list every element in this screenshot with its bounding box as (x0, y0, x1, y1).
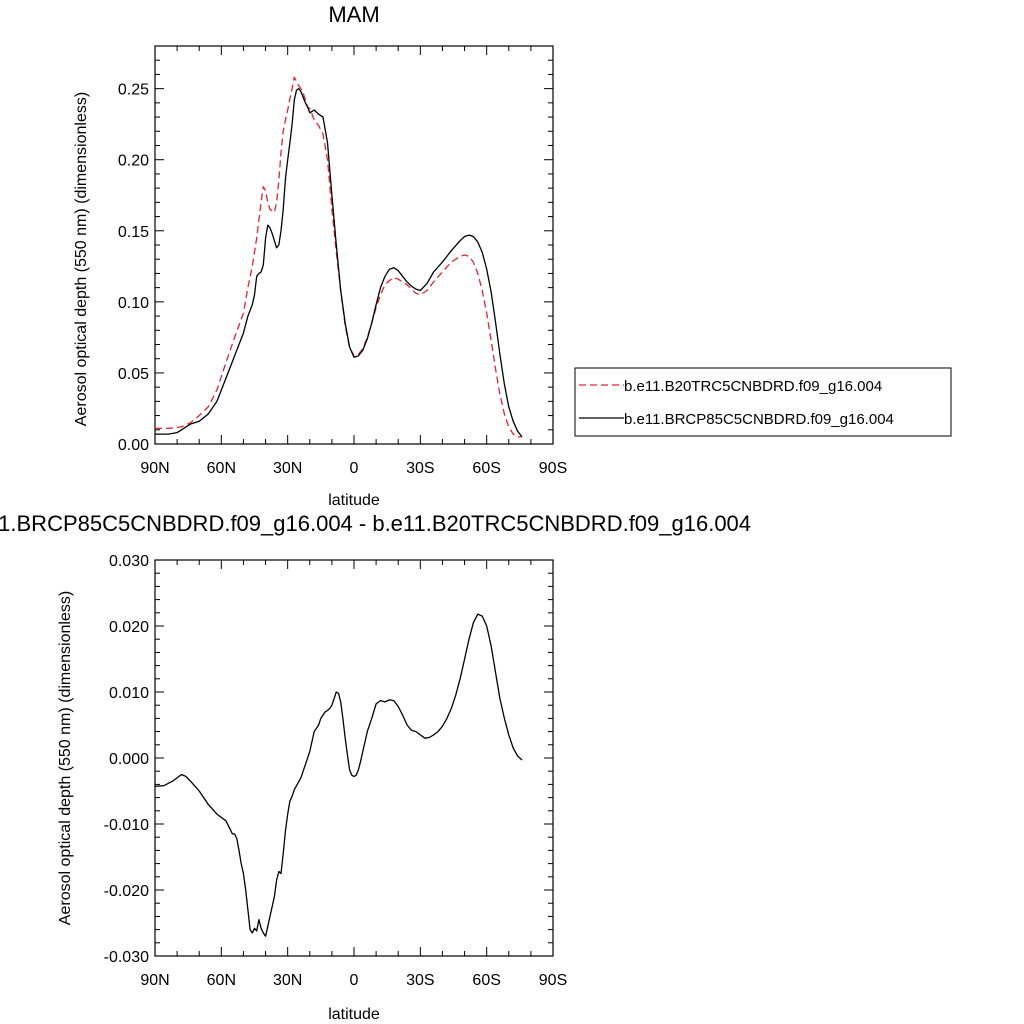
y-tick-label: 0.00 (118, 437, 149, 454)
x-tick-label: 30N (273, 460, 302, 477)
x-tick-label: 60N (207, 972, 236, 989)
y-tick-label: 0.20 (118, 153, 149, 170)
y-tick-label: 0.020 (109, 619, 149, 636)
legend: b.e11.B20TRC5CNBDRD.f09_g16.004 b.e11.BR… (574, 367, 952, 437)
x-tick-label: 0 (350, 460, 359, 477)
bottom-x-axis-label: latitude (328, 1006, 380, 1023)
series-line-0 (154, 613, 523, 937)
bottom-chart-title: b.e11.BRCP85C5CNBDRD.f09_g16.004 - b.e11… (0, 511, 751, 536)
y-tick-label: 0.010 (109, 685, 149, 702)
x-tick-label: 60S (472, 972, 500, 989)
bottom-plot-area: 90N 60N 30N 0 30S 60S 90S -0.030 -0.020 -0.010 0.0… (104, 553, 568, 989)
plot-frame (154, 559, 554, 957)
x-tick-label: 90S (539, 972, 567, 989)
legend-label-series-1: b.e11.BRCP85C5CNBDRD.f09_g16.004 (624, 411, 894, 428)
bottom-panel: b.e11.BRCP85C5CNBDRD.f09_g16.004 - b.e11… (0, 511, 751, 1023)
x-tick-label: 30N (273, 972, 302, 989)
top-plot-area: 90N 60N 30N 0 30S 60S 90S 0.00 0.05 0.10 0.15 0.20 0… (118, 45, 567, 477)
y-tick-label: 0.10 (118, 295, 149, 312)
x-tick-label: 30S (406, 972, 434, 989)
y-tick-label: 0.05 (118, 366, 149, 383)
series-line-1 (155, 87, 523, 438)
legend-label-series-0: b.e11.B20TRC5CNBDRD.f09_g16.004 (624, 378, 882, 395)
top-chart-title: MAM (328, 2, 379, 27)
y-tick-label: -0.020 (104, 883, 149, 900)
bottom-y-axis-label: Aerosol optical depth (550 nm) (dimensio… (57, 591, 74, 925)
x-tick-label: 60S (472, 460, 500, 477)
legend-box (574, 367, 952, 437)
y-tick-label: 0.25 (118, 82, 149, 99)
x-tick-label: 0 (350, 972, 359, 989)
y-tick-label: -0.010 (104, 817, 149, 834)
y-tick-label: 0.000 (109, 751, 149, 768)
y-tick-label: 0.15 (118, 224, 149, 241)
x-tick-label: 90N (140, 460, 169, 477)
x-tick-label: 60N (207, 460, 236, 477)
x-tick-label: 30S (406, 460, 434, 477)
x-tick-label: 90S (539, 460, 567, 477)
plot-frame (154, 45, 554, 445)
top-panel: MAM 90N 60N 30N 0 30S 60S 90S 0.00 0.05 0.10 0.15 0… (73, 2, 567, 509)
y-tick-label: -0.030 (104, 949, 149, 966)
top-x-axis-label: latitude (328, 492, 380, 509)
x-tick-label: 90N (140, 972, 169, 989)
series-line-0 (155, 76, 522, 438)
top-y-axis-label: Aerosol optical depth (550 nm) (dimensio… (73, 92, 90, 426)
y-tick-label: 0.030 (109, 553, 149, 570)
